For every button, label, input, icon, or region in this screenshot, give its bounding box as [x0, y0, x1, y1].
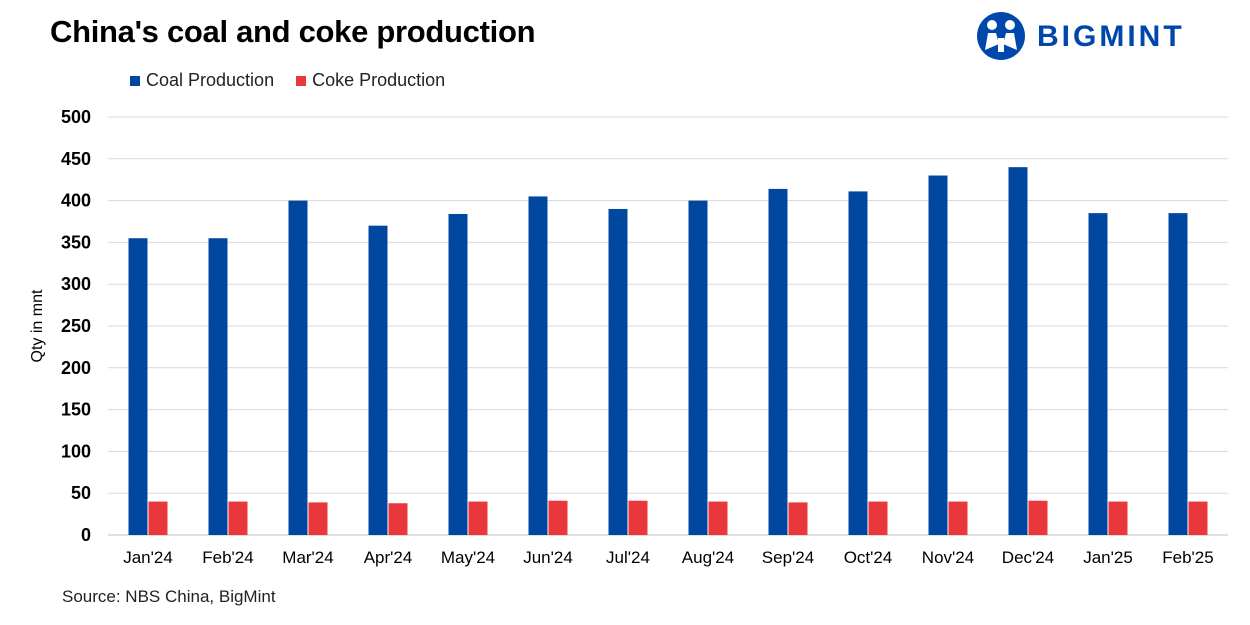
bar-coal — [1088, 213, 1108, 535]
bar-coke — [948, 501, 968, 535]
x-tick-label: Dec'24 — [1002, 548, 1054, 567]
x-tick-label: Aug'24 — [682, 548, 734, 567]
y-axis-ticks: 0 50 100 150 200 250 300 350 400 450 500 — [61, 107, 91, 545]
legend-swatch-coal — [130, 75, 140, 86]
bar-coal — [528, 196, 548, 536]
bar-coal — [448, 213, 468, 535]
bar-coal — [928, 175, 948, 535]
y-tick-label: 150 — [61, 400, 91, 420]
y-tick-label: 300 — [61, 274, 91, 294]
legend-item-coal: Coal Production — [130, 70, 274, 91]
x-axis-ticks: Jan'24 Feb'24 Mar'24 Apr'24 May'24 Jun'24 Jul'… — [123, 548, 1214, 567]
bar-coal — [208, 238, 228, 535]
bar-coal — [688, 200, 708, 535]
x-tick-label: Apr'24 — [364, 548, 413, 567]
bar-coke — [1108, 501, 1128, 535]
bar-coal — [288, 200, 308, 535]
chart-title: China's coal and coke production — [50, 14, 536, 49]
y-tick-label: 400 — [61, 191, 91, 211]
bar-coke — [708, 501, 728, 535]
bar-coke — [628, 500, 648, 535]
x-tick-label: Jan'24 — [123, 548, 173, 567]
y-tick-label: 50 — [71, 483, 91, 503]
x-tick-label: Sep'24 — [762, 548, 814, 567]
bar-coke — [468, 501, 488, 535]
bar-coal — [848, 191, 868, 536]
y-tick-label: 0 — [81, 525, 91, 545]
x-tick-label: Jun'24 — [523, 548, 573, 567]
bar-coal — [608, 208, 628, 535]
y-tick-label: 100 — [61, 441, 91, 461]
legend-label-coke: Coke Production — [312, 70, 446, 90]
bar-coke — [788, 502, 808, 535]
bar-coke — [1028, 500, 1048, 535]
bigmint-logo-icon — [977, 12, 1025, 60]
legend-item-coke: Coke Production — [296, 70, 445, 91]
x-tick-label: Jul'24 — [606, 548, 650, 567]
x-tick-label: Feb'25 — [1162, 548, 1213, 567]
brand-name: BIGMINT — [1037, 20, 1185, 53]
y-tick-label: 250 — [61, 316, 91, 336]
x-tick-label: Feb'24 — [202, 548, 253, 567]
x-tick-label: Oct'24 — [844, 548, 893, 567]
x-tick-label: Nov'24 — [922, 548, 974, 567]
bar-coal — [368, 225, 388, 535]
bar-coal — [128, 238, 148, 535]
legend: Coal Production Coke Production — [130, 70, 467, 91]
bar-coal — [1168, 213, 1188, 535]
bar-coke — [548, 500, 568, 535]
bar-coke — [308, 502, 328, 535]
y-tick-label: 200 — [61, 358, 91, 378]
bar-coke — [1188, 501, 1208, 535]
bar-coke — [388, 503, 408, 535]
bar-coal — [1008, 167, 1028, 535]
y-tick-label: 450 — [61, 149, 91, 169]
bars — [128, 167, 1208, 536]
legend-label-coal: Coal Production — [146, 70, 275, 90]
y-tick-label: 500 — [61, 107, 91, 127]
bar-coke — [868, 501, 888, 535]
x-tick-label: Mar'24 — [282, 548, 333, 567]
gridlines — [108, 116, 1228, 536]
x-tick-label: Jan'25 — [1083, 548, 1133, 567]
bar-coke — [148, 501, 168, 535]
x-tick-label: May'24 — [441, 548, 495, 567]
bar-coke — [228, 501, 248, 535]
y-tick-label: 350 — [61, 232, 91, 252]
source-note: Source: NBS China, BigMint — [62, 587, 276, 606]
bar-coal — [768, 188, 788, 535]
legend-swatch-coke — [296, 75, 307, 86]
bigmint-logo: BIGMINT — [975, 10, 1240, 62]
y-axis-label: Qty in mnt — [29, 289, 46, 362]
